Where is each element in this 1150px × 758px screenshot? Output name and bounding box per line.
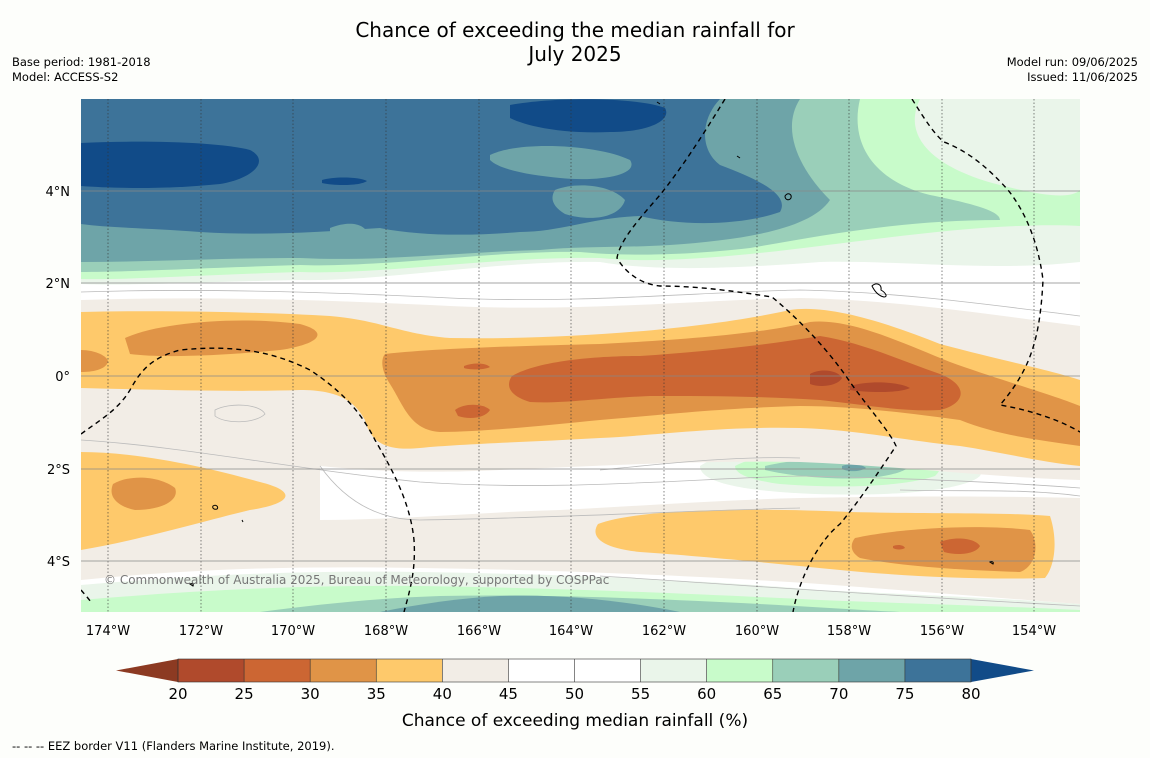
contour-lines — [81, 289, 1080, 607]
model-name: Model: ACCESS-S2 — [12, 70, 119, 84]
colorbar-segment-35 — [376, 659, 443, 682]
colorbar-tick-label-35: 35 — [367, 685, 386, 703]
lon-label-166w: 166°W — [457, 624, 501, 639]
colorbar-tick-label-45: 45 — [499, 685, 518, 703]
eez-borders — [81, 99, 1080, 612]
colorbar-segment-60 — [706, 659, 774, 682]
region-25-30-tiny — [464, 363, 490, 370]
region-75-80-2s — [842, 464, 866, 472]
colorbar-segment-65 — [772, 659, 840, 682]
region-25-30-central — [509, 336, 961, 411]
colorbar-tick-label-80: 80 — [961, 685, 980, 703]
eez-legend-note: -- -- -- EEZ border V11 (Flanders Marine… — [12, 739, 335, 753]
colorbar-ticks: 20 25 30 35 40 45 50 55 60 65 70 75 80 — [168, 659, 981, 703]
colorbar-tick-label-65: 65 — [763, 685, 782, 703]
colorbar-segment-45 — [508, 659, 575, 682]
colorbar-segment-30 — [310, 659, 377, 682]
region-25-30-se — [893, 538, 980, 554]
region-30-35-west-edge — [81, 350, 108, 372]
title-line-2: July 2025 — [528, 42, 622, 66]
lon-label-160w: 160°W — [735, 624, 779, 639]
map-fields — [81, 99, 1080, 612]
lon-label-172w: 172°W — [179, 624, 223, 639]
colorbar-tick-label-70: 70 — [829, 685, 848, 703]
region-85-north-west — [81, 141, 259, 188]
lon-label-170w: 170°W — [271, 624, 315, 639]
lat-label-4s: 4°S — [47, 555, 70, 570]
colorbar-tick-label-60: 60 — [697, 685, 716, 703]
colorbar-segment-70 — [838, 659, 906, 682]
colorbar-segment-40 — [442, 659, 509, 682]
region-30-35-sw — [111, 477, 176, 510]
lat-labels: 4°N 2°N 0° 2°S 4°S — [46, 185, 71, 570]
colorbar-tick-label-20: 20 — [168, 685, 187, 703]
meta-left: Base period: 1981-2018 Model: ACCESS-S2 — [12, 55, 151, 85]
copyright-text: © Commonwealth of Australia 2025, Bureau… — [104, 573, 609, 587]
issued-date: Issued: 11/06/2025 — [1027, 70, 1138, 84]
graticule — [81, 99, 1080, 612]
lon-label-168w: 168°W — [364, 624, 408, 639]
region-85-north-small — [322, 177, 367, 186]
colorbar-tick-label-50: 50 — [565, 685, 584, 703]
colorbar: 20 25 30 35 40 45 50 55 60 65 70 75 80 Chance of exc… — [116, 658, 1034, 731]
colorbar-segments — [177, 658, 972, 683]
lon-labels: 174°W 172°W 170°W 168°W 166°W 164°W 162°… — [86, 624, 1056, 639]
region-35-40-sw — [81, 452, 286, 550]
region-30-35-west — [125, 320, 318, 357]
colorbar-tick-label-25: 25 — [235, 685, 254, 703]
model-run: Model run: 09/06/2025 — [1006, 55, 1138, 69]
lat-label-4n: 4°N — [46, 185, 71, 200]
colorbar-arrow-high — [971, 659, 1034, 682]
region-light-holes — [330, 145, 632, 241]
lon-label-154w: 154°W — [1012, 624, 1056, 639]
lon-label-158w: 158°W — [827, 624, 871, 639]
lat-label-2n: 2°N — [46, 277, 71, 292]
colorbar-tick-label-40: 40 — [433, 685, 452, 703]
lon-label-164w: 164°W — [549, 624, 593, 639]
islands — [189, 101, 994, 587]
colorbar-tick-label-55: 55 — [631, 685, 650, 703]
colorbar-segment-55 — [640, 659, 708, 682]
title-line-1: Chance of exceeding the median rainfall … — [355, 18, 795, 42]
lat-label-0: 0° — [55, 370, 70, 385]
colorbar-arrow-low — [116, 659, 178, 682]
region-75-80-south — [380, 595, 680, 612]
colorbar-segment-20 — [178, 659, 245, 682]
colorbar-tick-label-75: 75 — [895, 685, 914, 703]
map-title: Chance of exceeding the median rainfall … — [0, 18, 1150, 66]
region-85-north-center — [510, 99, 667, 133]
colorbar-segment-75 — [904, 659, 972, 682]
meta-right: Model run: 09/06/2025 Issued: 11/06/2025 — [1007, 55, 1138, 85]
lon-label-174w: 174°W — [86, 624, 130, 639]
lon-label-156w: 156°W — [920, 624, 964, 639]
colorbar-segment-25 — [244, 659, 311, 682]
base-period: Base period: 1981-2018 — [12, 55, 151, 69]
lat-label-2s: 2°S — [47, 463, 70, 478]
colorbar-title: Chance of exceeding median rainfall (%) — [402, 711, 748, 731]
colorbar-tick-label-30: 30 — [301, 685, 320, 703]
region-25-30-small — [455, 404, 490, 418]
lon-label-162w: 162°W — [642, 624, 686, 639]
colorbar-segment-50 — [574, 659, 642, 682]
